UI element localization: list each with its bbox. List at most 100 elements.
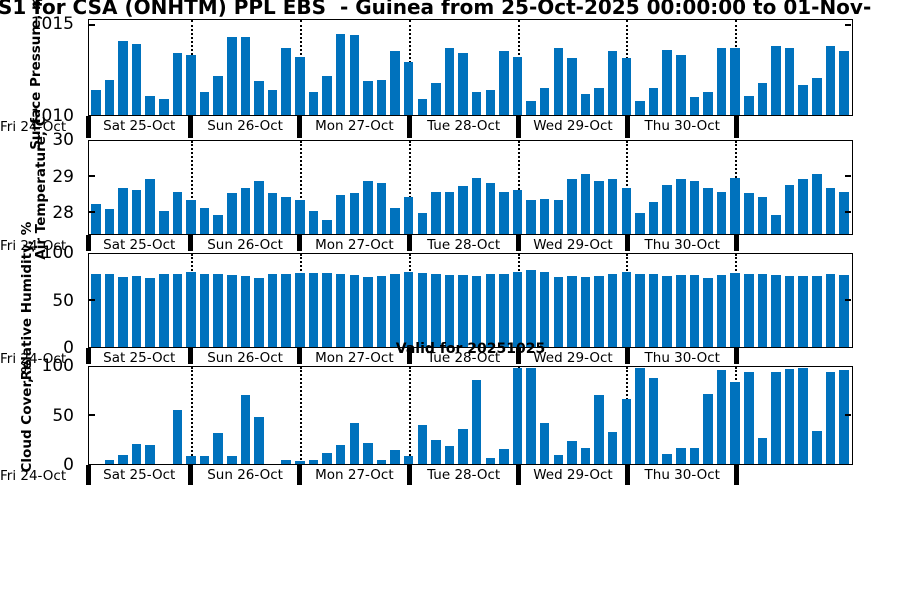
y-tick-label: 100	[41, 356, 74, 376]
data-bar	[118, 455, 128, 464]
data-bar	[839, 51, 849, 115]
data-bar	[662, 454, 672, 464]
figure-title: S1 for CSA (ONHTM) PPL EBS - Guinea from…	[0, 0, 872, 19]
day-boundary-tick	[734, 348, 740, 364]
data-bar	[458, 275, 468, 347]
day-label: Thu 30-Oct	[644, 467, 720, 483]
day-boundary-tick	[406, 348, 412, 364]
axis-tick-mark	[844, 298, 851, 301]
data-bar	[662, 276, 672, 347]
data-bar	[839, 275, 849, 347]
data-bar	[308, 272, 319, 347]
data-bar	[349, 193, 360, 234]
y-tick-label: 29	[52, 166, 74, 187]
data-bar	[689, 447, 700, 464]
data-bar	[771, 214, 781, 234]
day-label: Sat 25-Oct	[103, 237, 176, 253]
midnight-gridline	[408, 141, 411, 234]
day-boundary-tick	[734, 116, 740, 138]
day-boundary-tick	[515, 235, 521, 251]
edge-date-label: Fri 24-Oct	[0, 119, 67, 135]
data-bar	[281, 47, 291, 115]
data-bar	[458, 428, 468, 464]
data-bar	[703, 278, 713, 347]
data-bar	[403, 456, 414, 464]
data-bar	[431, 83, 441, 115]
data-bar	[744, 273, 754, 347]
data-bar	[240, 276, 251, 347]
data-bar	[784, 276, 795, 347]
data-bar	[648, 377, 659, 464]
data-bar	[376, 182, 387, 234]
day-boundary-tick	[187, 235, 193, 251]
subplot-cloud-cover	[88, 366, 853, 465]
data-bar	[363, 81, 373, 115]
data-bar	[349, 422, 360, 464]
day-boundary-tick	[515, 348, 521, 364]
data-bar	[771, 275, 781, 347]
data-bar	[716, 275, 727, 347]
midnight-gridline	[191, 367, 194, 464]
data-bar	[471, 276, 482, 347]
data-bar	[662, 184, 672, 234]
axis-tick-mark	[844, 24, 851, 27]
data-bar	[159, 273, 169, 347]
data-bar	[349, 275, 360, 347]
data-bar	[485, 458, 496, 464]
data-bar	[825, 273, 836, 347]
data-bar	[254, 417, 264, 464]
data-bar	[91, 90, 101, 115]
data-bar	[131, 443, 142, 464]
data-bar	[580, 173, 591, 234]
data-bar	[444, 445, 455, 464]
y-tick-label: 30	[52, 130, 74, 150]
data-bar	[335, 33, 346, 115]
day-boundary-tick	[187, 465, 193, 485]
data-bar	[91, 204, 101, 234]
data-bar	[444, 47, 455, 115]
data-bar	[363, 181, 373, 234]
edge-date-label: Fri 24-Oct	[0, 351, 67, 367]
day-boundary-tick	[406, 235, 412, 251]
day-boundary-tick	[85, 235, 91, 251]
axis-tick-mark	[89, 298, 95, 301]
data-bar	[322, 76, 332, 115]
data-bar	[784, 184, 795, 234]
data-bar	[376, 460, 387, 464]
data-bar	[131, 276, 142, 347]
data-bar	[594, 88, 604, 115]
data-bar	[254, 81, 264, 115]
data-bar	[295, 272, 305, 347]
data-bar	[499, 448, 509, 464]
data-bar	[675, 179, 686, 234]
axis-tick-mark	[844, 210, 851, 213]
data-bar	[648, 88, 659, 115]
y-tick-label: 0	[63, 455, 74, 475]
data-bar	[145, 179, 155, 234]
data-bar	[376, 79, 387, 115]
data-bar	[757, 274, 768, 347]
data-bar	[227, 193, 237, 234]
data-bar	[240, 395, 251, 464]
day-boundary-tick	[297, 116, 303, 138]
day-label: Mon 27-Oct	[315, 118, 394, 134]
day-boundary-tick	[85, 116, 91, 138]
day-label: Wed 29-Oct	[533, 467, 613, 483]
data-bar	[199, 92, 210, 115]
data-bar	[349, 35, 360, 115]
axis-tick-mark	[89, 24, 95, 27]
data-bar	[648, 274, 659, 347]
data-bar	[403, 61, 414, 115]
y-axis-label: Cloud Cover, %	[19, 359, 35, 472]
subplot-temperature	[88, 140, 853, 235]
data-bar	[199, 456, 210, 464]
axis-tick-mark	[844, 175, 851, 178]
data-bar	[825, 188, 836, 234]
data-bar	[675, 54, 686, 115]
data-bar	[635, 212, 645, 234]
data-bar	[172, 273, 183, 347]
data-bar	[444, 191, 455, 234]
data-bar	[771, 45, 781, 115]
data-bar	[145, 278, 155, 347]
day-boundary-tick	[734, 465, 740, 485]
